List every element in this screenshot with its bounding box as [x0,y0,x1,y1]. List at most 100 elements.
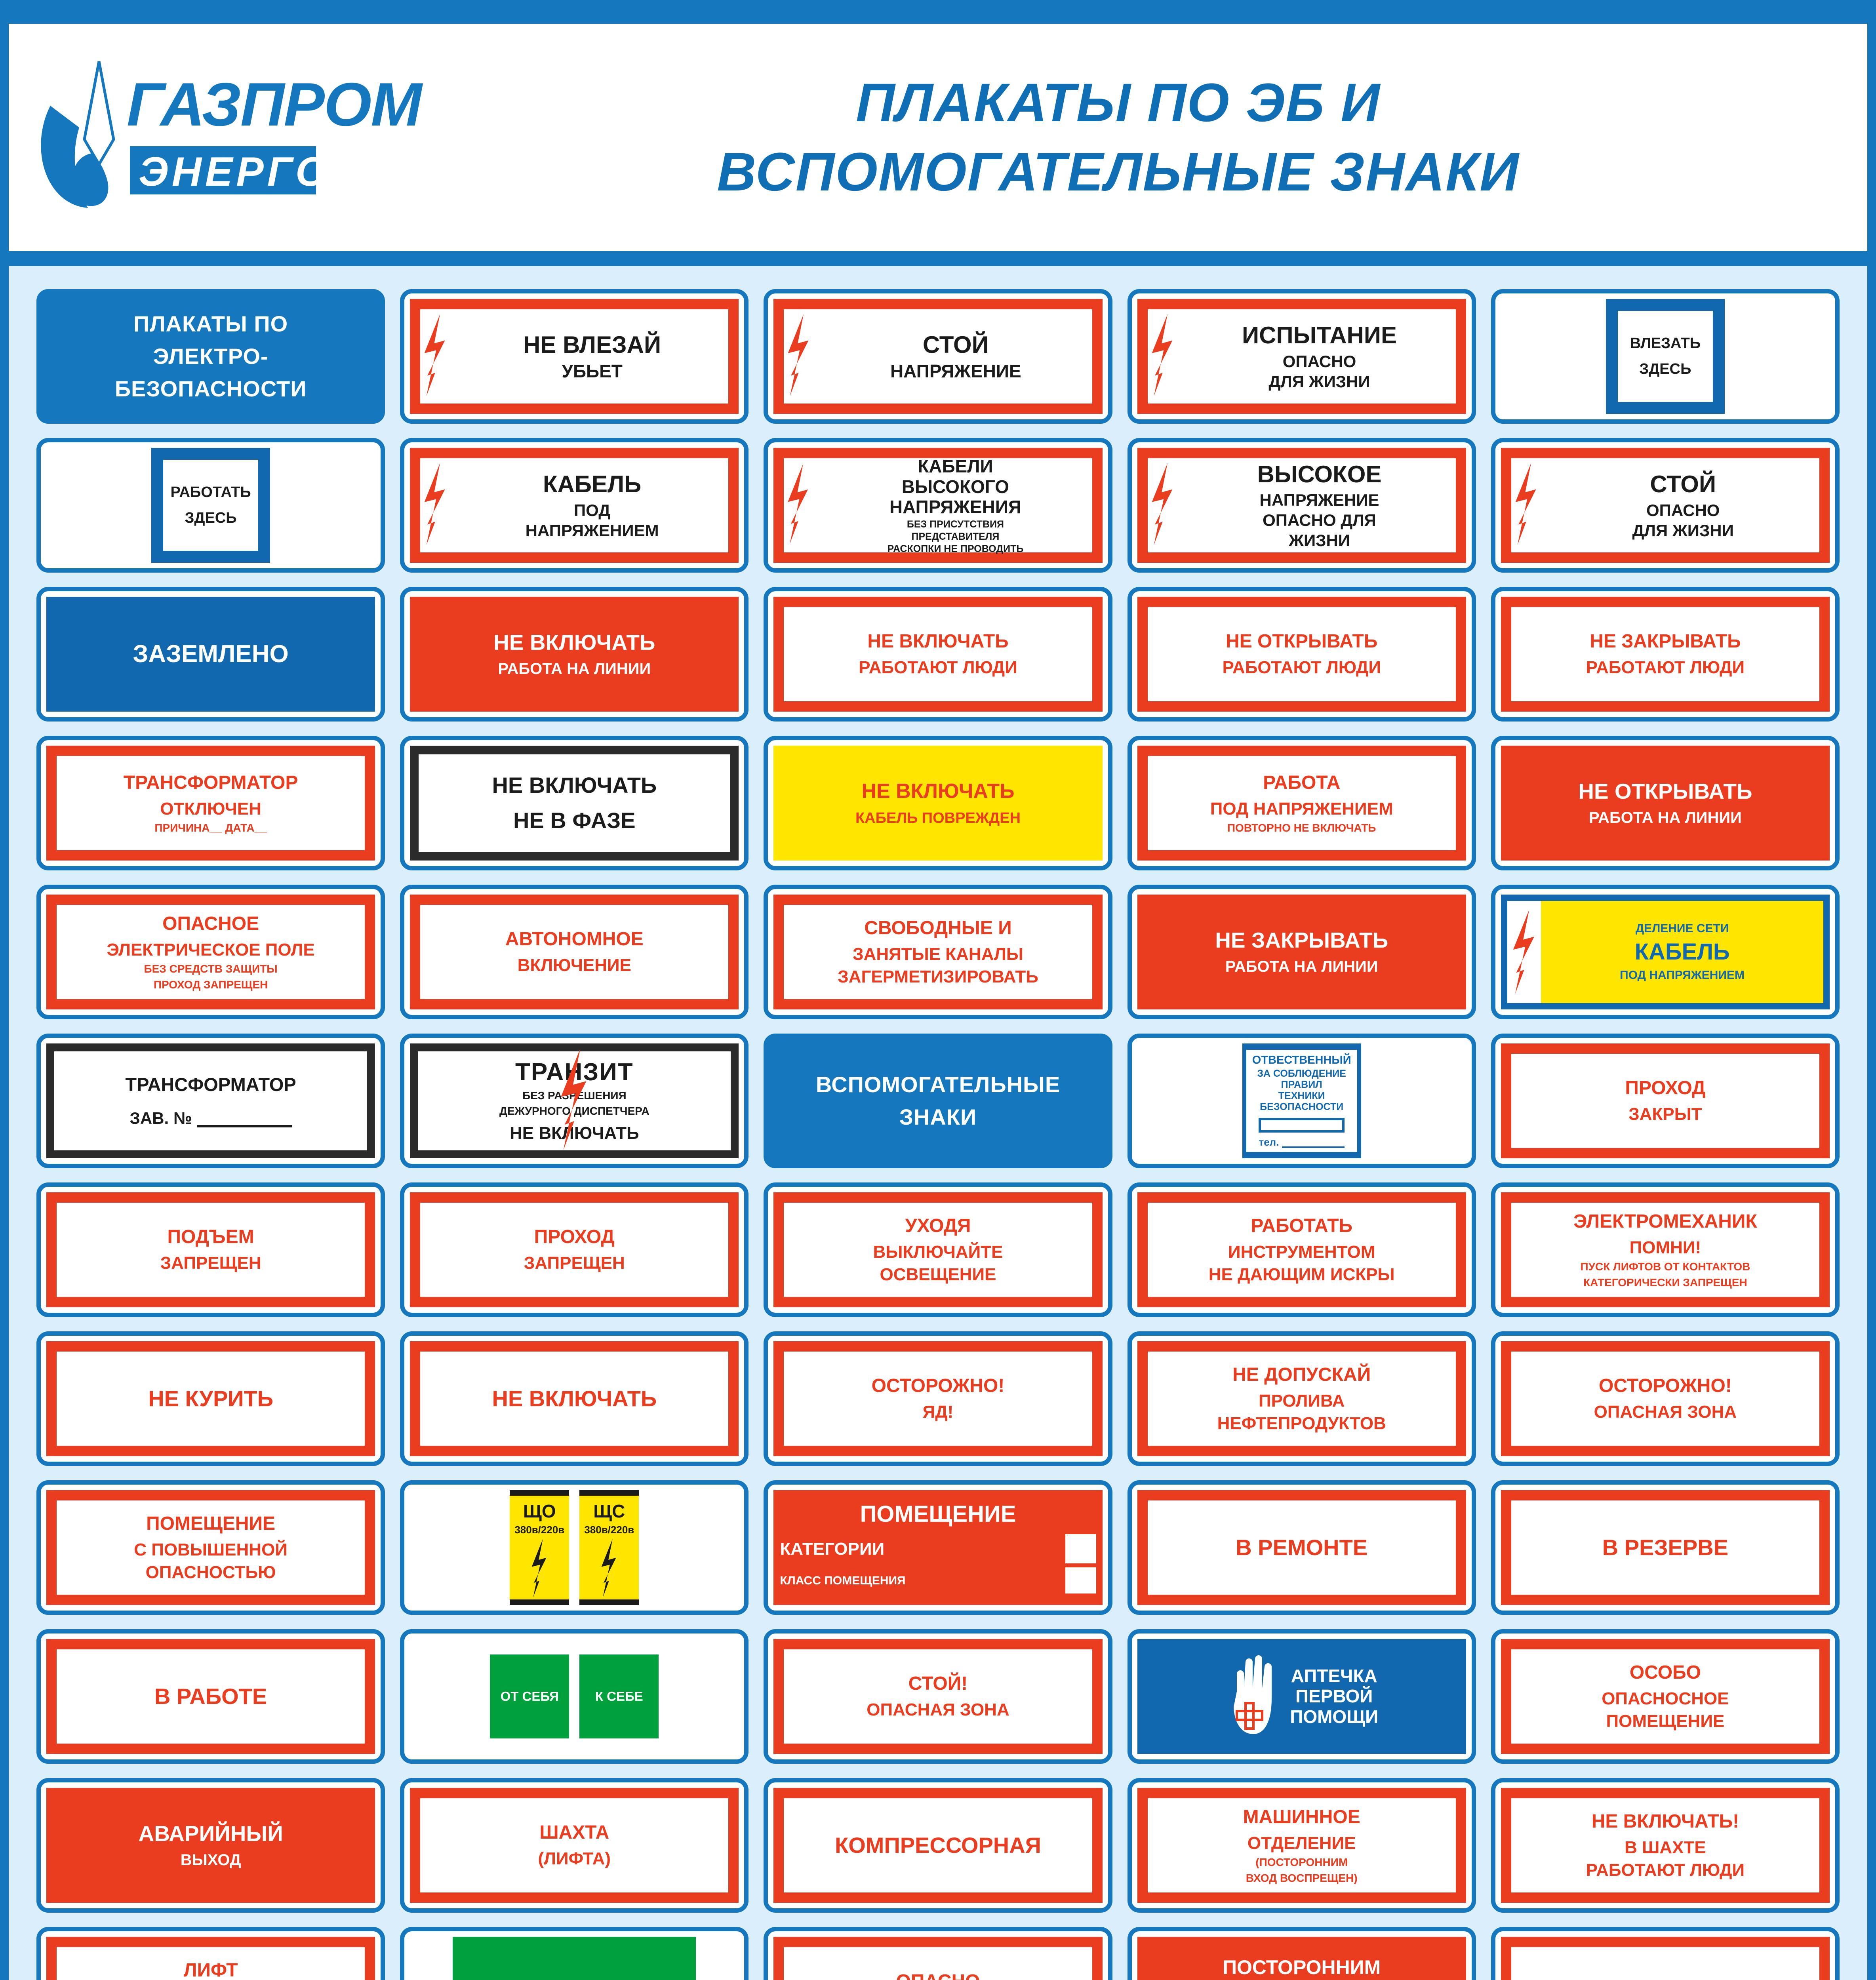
sign-shchit-pair[interactable]: ЩО 380в/220в ЩС 380в/220в [400,1480,749,1615]
sign-ot-sebya-k-sebe[interactable]: ОТ СЕБЯ К СЕБЕ [400,1629,749,1764]
sign-ne-vklyuchat-rabotayut-lyudi[interactable]: НЕ ВКЛЮЧАТЬ РАБОТАЮТ ЛЮДИ [764,587,1112,722]
sign-ostorozhno-yad[interactable]: ОСТОРОЖНО! ЯД! [764,1331,1112,1466]
direction-label[interactable]: ОТ СЕБЯ [490,1654,569,1738]
sign-main-text: КАБЕЛЬ [543,471,642,498]
sign-shahta-lifta[interactable]: ШАХТА (ЛИФТА) [400,1778,749,1913]
sign-stoy-opasno-dlya-zhizni[interactable]: СТОЙ ОПАСНО ДЛЯ ЖИЗНИ [1491,438,1840,573]
sign-kabel-pod-napryazheniem[interactable]: КАБЕЛЬ ПОД НАПРЯЖЕНИЕМ [400,438,749,573]
sign-ne-otkryvat-rabota-na-linii[interactable]: НЕ ОТКРЫВАТЬ РАБОТА НА ЛИНИИ [1491,736,1840,870]
sign-main-text: В РЕМОНТЕ [1236,1534,1368,1560]
sign-v-rabote[interactable]: В РАБОТЕ [36,1629,385,1764]
serial-number-field[interactable]: ЗАВ. № [130,1109,292,1127]
sign-sub-text: ОПАСНО [1282,352,1356,371]
sign-body: ИСПЫТАНИЕ ОПАСНО ДЛЯ ЖИЗНИ [1148,309,1456,404]
sign-plate: ДЕЛЕНИЕ СЕТИ КАБЕЛЬ ПОД НАПРЯЖЕНИЕМ [1501,895,1830,1009]
signs-row: РАБОТАТЬ ЗДЕСЬ КАБЕЛЬ ПОД НАПРЯЖЕНИЕМ КАБЕЛИ В… [36,438,1840,573]
sign-ne-vlezay[interactable]: НЕ ВЛЕЗАЙ УБЬЕТ [400,289,749,424]
sign-plate: ПОДЪЕМ ЗАПРЕЩЕН [46,1192,375,1307]
signs-row: ЗАЗЕМЛЕНО НЕ ВКЛЮЧАТЬ РАБОТА НА ЛИНИИ НЕ ВК… [36,587,1840,722]
sign-uhodya-vyklyuchayte-osveshchenie[interactable]: УХОДЯ ВЫКЛЮЧАЙТЕ ОСВЕЩЕНИЕ [764,1182,1112,1317]
sign-v-rezerve[interactable]: В РЕЗЕРВЕ [1491,1480,1840,1615]
sign-ne-otkryvat-rabotayut-lyudi[interactable]: НЕ ОТКРЫВАТЬ РАБОТАЮТ ЛЮДИ [1127,587,1476,722]
sign-vlezat-zdes[interactable]: ВЛЕЗАТЬ ЗДЕСЬ [1491,289,1840,424]
sign-osobo-opasnoe-pomeshchenie[interactable]: ОСОБО ОПАСНОСНОЕ ПОМЕЩЕНИЕ [1491,1629,1840,1764]
bolt-wrap [420,463,450,548]
sign-pomeshchenie-s-povyshennoy-opasnostyu[interactable]: ПОМЕЩЕНИЕ С ПОВЫШЕННОЙ ОПАСНОСТЬЮ [36,1480,385,1615]
sign-avtonomnoe-vklyuchenie[interactable]: АВТОНОМНОЕ ВКЛЮЧЕНИЕ [400,885,749,1019]
section-header-line: ЗНАКИ [899,1104,977,1129]
sign-ne-vklyuchat[interactable]: НЕ ВКЛЮЧАТЬ [400,1331,749,1466]
sign-rabota-pod-napryazheniem[interactable]: РАБОТА ПОД НАПРЯЖЕНИЕМ ПОВТОРНО НЕ ВКЛЮЧАТ… [1127,736,1476,870]
sign-fine-text: БЕЗ ПРИСУТСТВИЯ [907,518,1004,530]
sign-sub-text: ДЛЯ ЖИЗНИ [1268,372,1370,391]
svg-text:ЭНЕРГО: ЭНЕРГО [139,149,331,195]
responsible-name-field[interactable] [1259,1118,1345,1133]
sign-opasno-gaz[interactable]: ОПАСНОГАЗ! [764,1927,1112,1980]
sign-svobodnye-i-zanyatye-kanaly[interactable]: СВОБОДНЫЕ И ЗАНЯТЫЕ КАНАЛЫ ЗАГЕРМЕТИЗИРОВА… [764,885,1112,1019]
sign-avariynyy-vyhod[interactable]: АВАРИЙНЫЙ ВЫХОД [36,1778,385,1913]
section-header-line: ПЛАКАТЫ ПО [133,311,288,336]
sign-ne-zakryvat-rabota-na-linii[interactable]: НЕ ЗАКРЫВАТЬ РАБОТА НА ЛИНИИ [1127,885,1476,1019]
shield-label[interactable]: ЩС 380в/220в [579,1490,639,1605]
sign-ne-vklyuchat-kabel-povrezhden[interactable]: НЕ ВКЛЮЧАТЬ КАБЕЛЬ ПОВРЕЖДЕН [764,736,1112,870]
sign-ispytanie[interactable]: ИСПЫТАНИЕ ОПАСНО ДЛЯ ЖИЗНИ [1127,289,1476,424]
sign-kompressornaya[interactable]: КОМПРЕССОРНАЯ [764,1778,1112,1913]
shield-label[interactable]: ЩО 380в/220в [510,1490,569,1605]
sign-ne-dopuskay-proliva[interactable]: НЕ ДОПУСКАЙ ПРОЛИВА НЕФТЕПРОДУКТОВ [1127,1331,1476,1466]
sign-vysokoe-napryazhenie[interactable]: ВЫСОКОЕ НАПРЯЖЕНИЕ ОПАСНО ДЛЯ ЖИЗНИ [1127,438,1476,573]
sign-sub-text: НЕ ДАЮЩИМ ИСКРЫ [1208,1264,1395,1284]
sign-v-remonte[interactable]: В РЕМОНТЕ [1127,1480,1476,1615]
sign-opasnoe-elektricheskoe-pole[interactable]: ОПАСНОЕ ЭЛЕКТРИЧЕСКОЕ ПОЛЕ БЕЗ СРЕДСТВ ЗАЩ… [36,885,385,1019]
sign-ostorozhno-opasnaya-zona[interactable]: ОСТОРОЖНО! ОПАСНАЯ ЗОНА [1491,1331,1840,1466]
sign-rabotat-instrumentom[interactable]: РАБОТАТЬ ИНСТРУМЕНТОМ НЕ ДАЮЩИМ ИСКРЫ [1127,1182,1476,1317]
section-header-electrical[interactable]: ПЛАКАТЫ ПО ЭЛЕКТРО- БЕЗОПАСНОСТИ [36,289,385,424]
sign-delenie-seti-kabel[interactable]: ДЕЛЕНИЕ СЕТИ КАБЕЛЬ ПОД НАПРЯЖЕНИЕМ [1491,885,1840,1019]
page-title-line1: ПЛАКАТЫ ПО ЭБ И [856,72,1381,133]
sign-text: КАБЕЛИ ВЫСОКОГО НАПРЯЖЕНИЯ БЕЗ ПРИСУТСТВИЯ П… [819,456,1092,554]
sign-rabotat-zdes[interactable]: РАБОТАТЬ ЗДЕСЬ [36,438,385,573]
sign-kabeli-vysokogo-napryazheniya[interactable]: КАБЕЛИ ВЫСОКОГО НАПРЯЖЕНИЯ БЕЗ ПРИСУТСТВИЯ П… [764,438,1112,573]
category-input-box[interactable] [1065,1534,1096,1564]
sign-main-text: АВАРИЙНЫЙ [138,1821,283,1846]
sign-main-text: В РЕЗЕРВЕ [1602,1534,1729,1560]
category-row[interactable]: КАТЕГОРИИ [780,1534,1096,1564]
sign-main-text: УХОДЯ [905,1215,971,1236]
sign-ne-kurit[interactable]: НЕ КУРИТЬ [36,1331,385,1466]
sign-zazemleno[interactable]: ЗАЗЕМЛЕНО [36,587,385,722]
category-input-box[interactable] [1065,1567,1096,1594]
sign-lift-ostanovlen-na-remont[interactable]: ЛИФТОСТАНОВЛЕННА РЕМОНТ [36,1927,385,1980]
sign-aptechka-pervoy-pomoshchi[interactable]: АПТЕЧКА ПЕРВОЙ ПОМОЩИ [1127,1629,1476,1764]
sign-ne-vklyuchat-ne-v-faze[interactable]: НЕ ВКЛЮЧАТЬ НЕ В ФАЗЕ [400,736,749,870]
sign-mashinnoe-otdelenie[interactable]: МАШИННОЕ ОТДЕЛЕНИЕ (ПОСТОРОННИМ ВХОД ВОСПРЕ… [1127,1778,1476,1913]
sign-elektromehanik-pomni[interactable]: ЭЛЕКТРОМЕХАНИК ПОМНИ! ПУСК ЛИФТОВ ОТ КОНТА… [1491,1182,1840,1317]
section-header-auxiliary[interactable]: ВСПОМОГАТЕЛЬНЫЕ ЗНАКИ [764,1034,1112,1168]
direction-label[interactable]: К СЕБЕ [579,1654,659,1738]
lightning-bolt-icon [1513,909,1534,994]
phone-blank[interactable] [1282,1146,1345,1148]
sign-transformator-otklyuchen[interactable]: ТРАНСФОРМАТОР ОТКЛЮЧЕН ПРИЧИНА__ ДАТА__ [36,736,385,870]
sign-ne-vklyuchat-rabota-na-linii[interactable]: НЕ ВКЛЮЧАТЬ РАБОТА НА ЛИНИИ [400,587,749,722]
sign-ne-zakryvat-rabotayut-lyudi[interactable]: НЕ ЗАКРЫВАТЬ РАБОТАЮТ ЛЮДИ [1491,587,1840,722]
category-row[interactable]: КЛАСС ПОМЕЩЕНИЯ [780,1567,1096,1594]
sign-sub-text: ПОД НАПРЯЖЕНИЕМ [1210,799,1393,819]
sign-prohod-zapreshchen[interactable]: ПРОХОД ЗАПРЕЩЕН [400,1182,749,1317]
signs-grid: ПЛАКАТЫ ПО ЭЛЕКТРО- БЕЗОПАСНОСТИ НЕ ВЛЕЗАЙ У… [9,266,1867,1980]
sign-otvetstvennyy-tb[interactable]: ОТВЕСТВЕННЫЙ ЗА СОБЛЮДЕНИЕ ПРАВИЛ ТЕХНИКИ … [1127,1034,1476,1168]
sign-stoy-napryazhenie[interactable]: СТОЙ НАПРЯЖЕНИЕ [764,289,1112,424]
sign-ogneopasno[interactable]: ОГНЕОПАСНО [1491,1927,1840,1980]
sign-sub-text: НЕФТЕПРОДУКТОВ [1217,1413,1386,1433]
sign-plate: КАБЕЛЬ ПОД НАПРЯЖЕНИЕМ [410,448,739,563]
sign-podem-zapreshchen[interactable]: ПОДЪЕМ ЗАПРЕЩЕН [36,1182,385,1317]
sign-main-text: ПОМЕЩЕНИЕ [860,1501,1016,1527]
sign-ne-vklyuchat-v-shahte[interactable]: НЕ ВКЛЮЧАТЬ! В ШАХТЕ РАБОТАЮТ ЛЮДИ [1491,1778,1840,1913]
phone-field[interactable]: тел. [1259,1136,1345,1148]
sign-stoy-opasnaya-zona[interactable]: СТОЙ! ОПАСНАЯ ЗОНА [764,1629,1112,1764]
sign-plate: НЕ ДОПУСКАЙ ПРОЛИВА НЕФТЕПРОДУКТОВ [1137,1341,1466,1456]
sign-prohod-zakryt[interactable]: ПРОХОД ЗАКРЫТ [1491,1034,1840,1168]
sign-pomeshchenie-kategorii[interactable]: ПОМЕЩЕНИЕ КАТЕГОРИИ КЛАСС ПОМЕЩЕНИЯ [764,1480,1112,1615]
sign-vhod[interactable]: ВХОД [400,1927,749,1980]
sign-transformator-zav-nomer[interactable]: ТРАНСФОРМАТОР ЗАВ. № [36,1034,385,1168]
serial-number-blank[interactable] [196,1125,292,1127]
